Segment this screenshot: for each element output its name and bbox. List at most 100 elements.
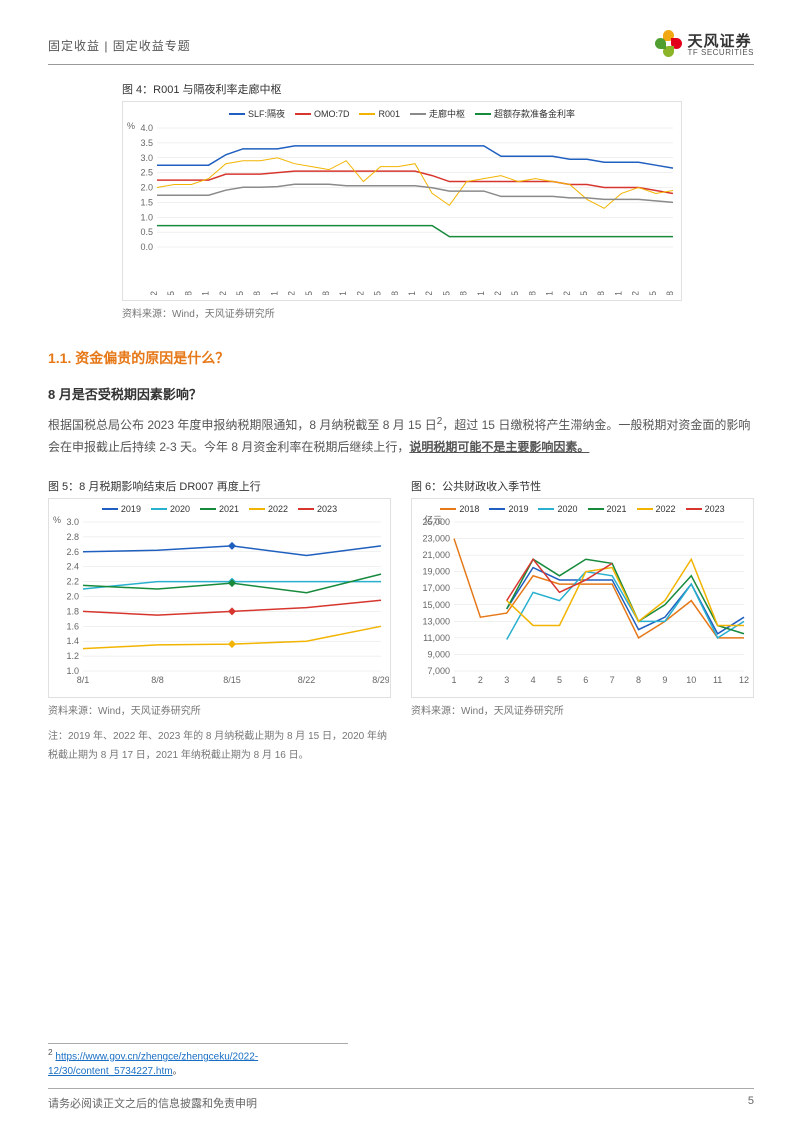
svg-text:2018-02: 2018-02 xyxy=(287,291,297,295)
svg-text:2.5: 2.5 xyxy=(140,168,153,178)
section-h2: 1.1. 资金偏贵的原因是什么？ xyxy=(48,348,754,368)
svg-text:3: 3 xyxy=(504,675,509,685)
svg-text:4: 4 xyxy=(531,675,536,685)
svg-text:8: 8 xyxy=(636,675,641,685)
svg-text:2019-05: 2019-05 xyxy=(373,291,383,295)
fig6-title: 图 6：公共财政收入季节性 xyxy=(411,478,754,494)
svg-text:2020-08: 2020-08 xyxy=(459,291,469,295)
fig6-legend: 201820192020202120222023 xyxy=(412,499,753,514)
fig4-svg: %0.00.51.01.52.02.53.03.54.02016-022016-… xyxy=(123,120,681,295)
svg-text:1.2: 1.2 xyxy=(66,651,79,661)
svg-text:2017-11: 2017-11 xyxy=(269,291,279,295)
fig5-source: 资料来源：Wind，天风证券研究所 xyxy=(48,702,391,717)
figure-4: 图 4：R001 与隔夜利率走廊中枢 SLF:隔夜OMO:7DR001走廊中枢超… xyxy=(122,81,682,320)
svg-text:2017-08: 2017-08 xyxy=(252,291,262,295)
svg-text:4.0: 4.0 xyxy=(140,123,153,133)
fig6-chart: 201820192020202120222023 亿元7,0009,00011,… xyxy=(411,498,754,698)
svg-text:2.8: 2.8 xyxy=(66,532,79,542)
page-header: 固定收益 | 固定收益专题 天风证券 TF SECURITIES xyxy=(48,30,754,65)
svg-text:2021-05: 2021-05 xyxy=(510,291,520,295)
svg-text:5: 5 xyxy=(557,675,562,685)
svg-text:2019-02: 2019-02 xyxy=(355,291,365,295)
p1-part-c: 说明税期可能不是主要影响因素。 xyxy=(409,440,589,454)
p1-part-a: 根据国税总局公布 2023 年度申报纳税期限通知，8 月纳税截至 8 月 15 … xyxy=(48,418,437,432)
svg-text:11: 11 xyxy=(713,675,722,685)
svg-text:2.0: 2.0 xyxy=(66,592,79,602)
svg-text:2022-08: 2022-08 xyxy=(596,291,606,295)
svg-text:2022-02: 2022-02 xyxy=(562,291,572,295)
figure-row: 图 5：8 月税期影响结束后 DR007 再度上行 20192020202120… xyxy=(48,478,754,765)
svg-text:15,000: 15,000 xyxy=(422,600,450,610)
svg-text:9,000: 9,000 xyxy=(427,650,450,660)
section-body: 1.1. 资金偏贵的原因是什么？ 8 月是否受税期因素影响？ 根据国税总局公布 … xyxy=(48,348,754,458)
svg-text:2021-08: 2021-08 xyxy=(527,291,537,295)
svg-text:2017-05: 2017-05 xyxy=(235,291,245,295)
svg-text:2017-02: 2017-02 xyxy=(218,291,228,295)
svg-text:2022-05: 2022-05 xyxy=(579,291,589,295)
svg-text:2016-05: 2016-05 xyxy=(166,291,176,295)
footnote: 2 https://www.gov.cn/zhengce/zhengceku/2… xyxy=(48,1043,348,1077)
svg-text:2.0: 2.0 xyxy=(140,183,153,193)
svg-text:7: 7 xyxy=(610,675,615,685)
fig4-title: 图 4：R001 与隔夜利率走廊中枢 xyxy=(122,81,682,97)
fig5-title: 图 5：8 月税期影响结束后 DR007 再度上行 xyxy=(48,478,391,494)
section-h3: 8 月是否受税期因素影响？ xyxy=(48,384,754,403)
svg-text:2020-05: 2020-05 xyxy=(441,291,451,295)
fig4-source: 资料来源：Wind，天风证券研究所 xyxy=(122,305,682,320)
fig6-svg: 亿元7,0009,00011,00013,00015,00017,00019,0… xyxy=(412,514,752,689)
svg-text:12: 12 xyxy=(739,675,749,685)
paragraph-1: 根据国税总局公布 2023 年度申报纳税期限通知，8 月纳税截至 8 月 15 … xyxy=(48,413,754,458)
svg-text:2018-11: 2018-11 xyxy=(338,291,348,295)
svg-text:7,000: 7,000 xyxy=(427,666,450,676)
svg-text:19,000: 19,000 xyxy=(422,567,450,577)
svg-text:17,000: 17,000 xyxy=(422,583,450,593)
svg-text:3.5: 3.5 xyxy=(140,138,153,148)
logo-text-en: TF SECURITIES xyxy=(687,49,754,57)
svg-text:2021-11: 2021-11 xyxy=(545,291,555,295)
svg-text:2018-05: 2018-05 xyxy=(304,291,314,295)
svg-text:2.4: 2.4 xyxy=(66,562,79,572)
logo-icon xyxy=(653,30,683,60)
svg-text:2: 2 xyxy=(478,675,483,685)
footnote-suffix: 。 xyxy=(173,1066,183,1077)
svg-text:25,000: 25,000 xyxy=(422,517,450,527)
header-breadcrumb: 固定收益 | 固定收益专题 xyxy=(48,37,191,54)
svg-text:1.4: 1.4 xyxy=(66,636,79,646)
svg-text:8/8: 8/8 xyxy=(151,675,164,685)
svg-text:2019-08: 2019-08 xyxy=(390,291,400,295)
fig6-source: 资料来源：Wind，天风证券研究所 xyxy=(411,702,754,717)
logo: 天风证券 TF SECURITIES xyxy=(653,30,754,60)
svg-text:1.0: 1.0 xyxy=(140,212,153,222)
svg-text:2022-11: 2022-11 xyxy=(613,291,623,295)
svg-text:1: 1 xyxy=(451,675,456,685)
svg-text:1.8: 1.8 xyxy=(66,607,79,617)
svg-text:2016-08: 2016-08 xyxy=(183,291,193,295)
svg-text:9: 9 xyxy=(662,675,667,685)
svg-text:%: % xyxy=(53,515,61,525)
footnote-link[interactable]: https://www.gov.cn/zhengce/zhengceku/202… xyxy=(48,1051,258,1077)
svg-text:2016-02: 2016-02 xyxy=(149,291,159,295)
svg-text:2023-08: 2023-08 xyxy=(665,291,675,295)
figure-6: 图 6：公共财政收入季节性 201820192020202120222023 亿… xyxy=(411,478,754,765)
fig5-svg: %1.01.21.41.61.82.02.22.42.62.83.08/18/8… xyxy=(49,514,389,689)
svg-text:3.0: 3.0 xyxy=(66,517,79,527)
svg-text:2.2: 2.2 xyxy=(66,577,79,587)
page-footer: 请务必阅读正文之后的信息披露和免责申明 5 xyxy=(48,1088,754,1111)
svg-text:2019-11: 2019-11 xyxy=(407,291,417,295)
svg-text:1.5: 1.5 xyxy=(140,197,153,207)
svg-text:13,000: 13,000 xyxy=(422,617,450,627)
footer-page: 5 xyxy=(748,1095,754,1111)
svg-text:2020-02: 2020-02 xyxy=(424,291,434,295)
figure-5: 图 5：8 月税期影响结束后 DR007 再度上行 20192020202120… xyxy=(48,478,391,765)
fig5-legend: 20192020202120222023 xyxy=(49,499,390,514)
svg-text:2023-05: 2023-05 xyxy=(648,291,658,295)
footnote-num: 2 xyxy=(48,1047,53,1057)
svg-text:23,000: 23,000 xyxy=(422,534,450,544)
fig4-chart: SLF:隔夜OMO:7DR001走廊中枢超额存款准备金利率 %0.00.51.0… xyxy=(122,101,682,301)
svg-text:6: 6 xyxy=(583,675,588,685)
svg-text:0.0: 0.0 xyxy=(140,242,153,252)
svg-text:21,000: 21,000 xyxy=(422,550,450,560)
footer-disclaimer: 请务必阅读正文之后的信息披露和免责申明 xyxy=(48,1095,257,1111)
svg-text:0.5: 0.5 xyxy=(140,227,153,237)
svg-text:3.0: 3.0 xyxy=(140,153,153,163)
